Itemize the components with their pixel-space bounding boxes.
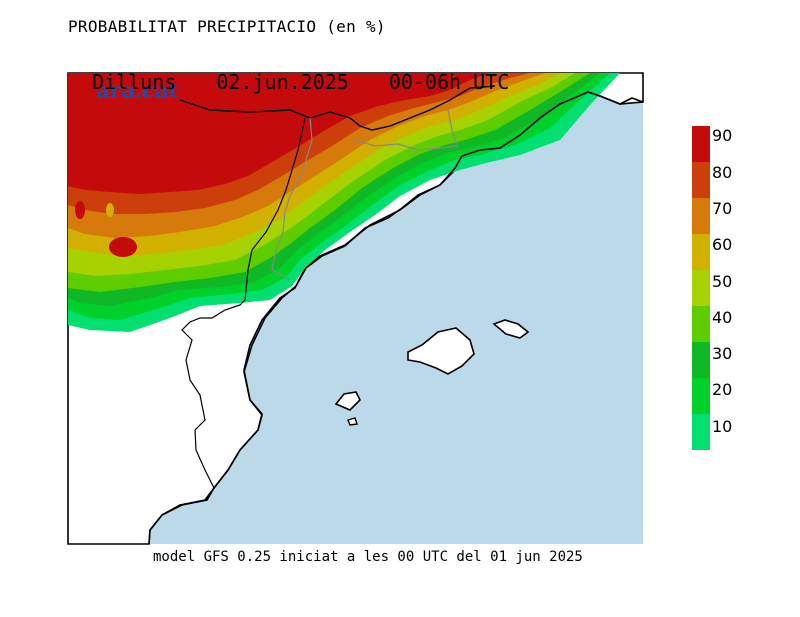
map-title: PROBABILITAT PRECIPITACIO (en %) [68,17,386,36]
prob-90-patch-2 [75,201,85,219]
hours-label: 00-06h UTC [388,70,510,94]
brand-logo: ara.cat [96,78,179,104]
scale-swatch-90 [692,126,710,162]
scale-swatch-20 [692,378,710,414]
prob-90-band [68,73,490,194]
scale-label-40: 40 [712,307,733,327]
province-line [181,117,306,489]
coastline [148,91,644,545]
scale-label-90: 90 [712,126,733,146]
scale-swatch-10 [692,414,710,450]
scale-swatch-40 [692,306,710,342]
date-label: 02.jun.2025 [216,70,349,94]
date-line: Dilluns 02.jun.2025 00-06h UTC [68,46,549,94]
prob-60-patch [106,203,114,217]
scale-label-10: 10 [712,416,733,436]
color-scale [692,126,710,450]
scale-label-70: 70 [712,198,733,218]
island-menorca [492,319,530,339]
scale-label-60: 60 [712,235,733,255]
prob-90-patch [109,237,137,257]
border-line [179,85,496,131]
scale-swatch-60 [692,234,710,270]
model-footer: model GFS 0.25 iniciat a les 00 UTC del … [153,549,583,565]
scale-swatch-80 [692,162,710,198]
scale-swatch-50 [692,270,710,306]
scale-swatch-70 [692,198,710,234]
day-label: Dilluns [92,70,177,94]
island-mallorca [407,327,475,375]
island-ibiza [334,391,361,411]
island-formentera [347,417,358,426]
scale-swatch-30 [692,342,710,378]
scale-label-50: 50 [712,271,733,291]
scale-label-80: 80 [712,162,733,182]
scale-label-30: 30 [712,344,733,364]
scale-label-20: 20 [712,380,733,400]
region-line [271,109,459,281]
